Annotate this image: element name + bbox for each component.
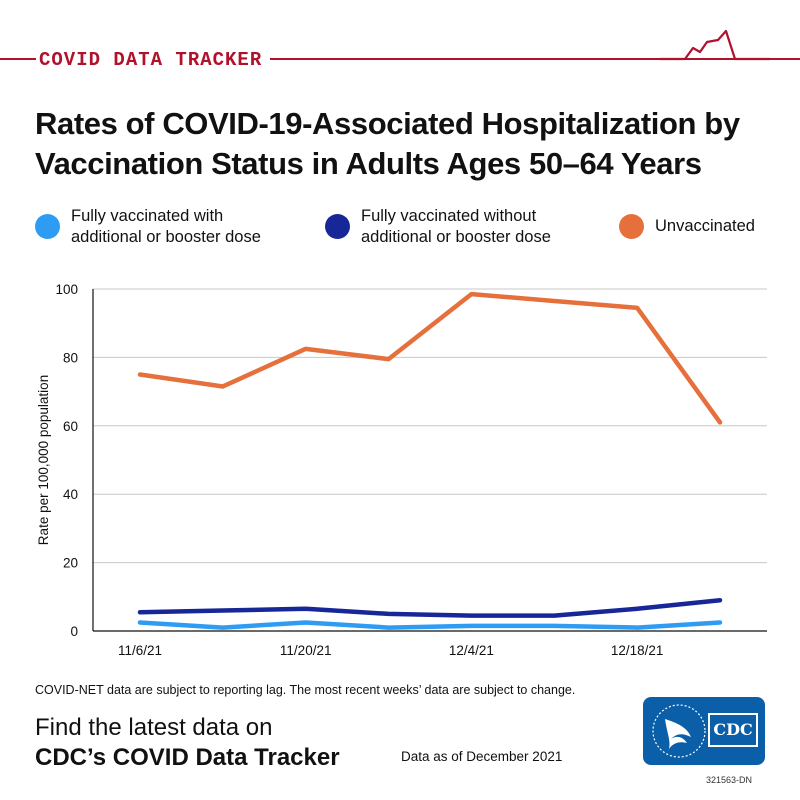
y-tick-label-40: 40: [63, 487, 78, 502]
document-id: 321563-DN: [706, 775, 753, 785]
y-tick-label-20: 20: [63, 556, 78, 571]
chart-title: Rates of COVID-19-Associated Hospitaliza…: [35, 106, 740, 181]
line-chart: 0 20 40 60 80 100 11/6/21 11/20/21 12/4/21 12/18…: [36, 282, 767, 658]
y-tick-label-60: 60: [63, 419, 78, 434]
legend-label-booster: Fully vaccinated with additional or boos…: [71, 207, 261, 246]
x-tick-label-2: 11/20/21: [280, 643, 332, 658]
tracker-trend-icon: [660, 29, 770, 61]
y-axis-label: Rate per 100,000 population: [36, 375, 51, 545]
x-tick-label-6: 12/18/21: [611, 643, 664, 658]
legend-swatch-unvaccinated: [619, 214, 644, 239]
header-rule-left: [0, 58, 36, 60]
legend-label-no-booster: Fully vaccinated without additional or b…: [361, 207, 551, 246]
footnote: COVID-NET data are subject to reporting …: [35, 683, 576, 697]
legend-label-unvaccinated: Unvaccinated: [655, 217, 755, 235]
cdc-wordmark: CDC: [708, 713, 758, 747]
legend-swatch-no-booster: [325, 214, 350, 239]
series-line-2: [137, 620, 723, 630]
x-tick-label-4: 12/4/21: [449, 643, 494, 658]
y-tick-label-80: 80: [63, 350, 78, 365]
legend-swatch-booster: [35, 214, 60, 239]
brand-title: COVID DATA TRACKER: [36, 49, 266, 71]
series-line-1: [137, 597, 723, 618]
data-as-of: Data as of December 2021: [401, 749, 563, 764]
series-line-0: [137, 291, 723, 425]
x-tick-label-0: 11/6/21: [118, 643, 162, 658]
hhs-eagle-icon: [652, 704, 706, 758]
cdc-logo: CDC: [643, 697, 765, 765]
cta-line-1: Find the latest data on: [35, 714, 273, 741]
call-to-action: Find the latest data on CDC’s COVID Data…: [35, 713, 340, 773]
y-tick-label-100: 100: [55, 282, 78, 297]
y-tick-label-0: 0: [70, 624, 78, 639]
header-rule-right: [270, 58, 800, 60]
cta-line-2: CDC’s COVID Data Tracker: [35, 744, 340, 771]
